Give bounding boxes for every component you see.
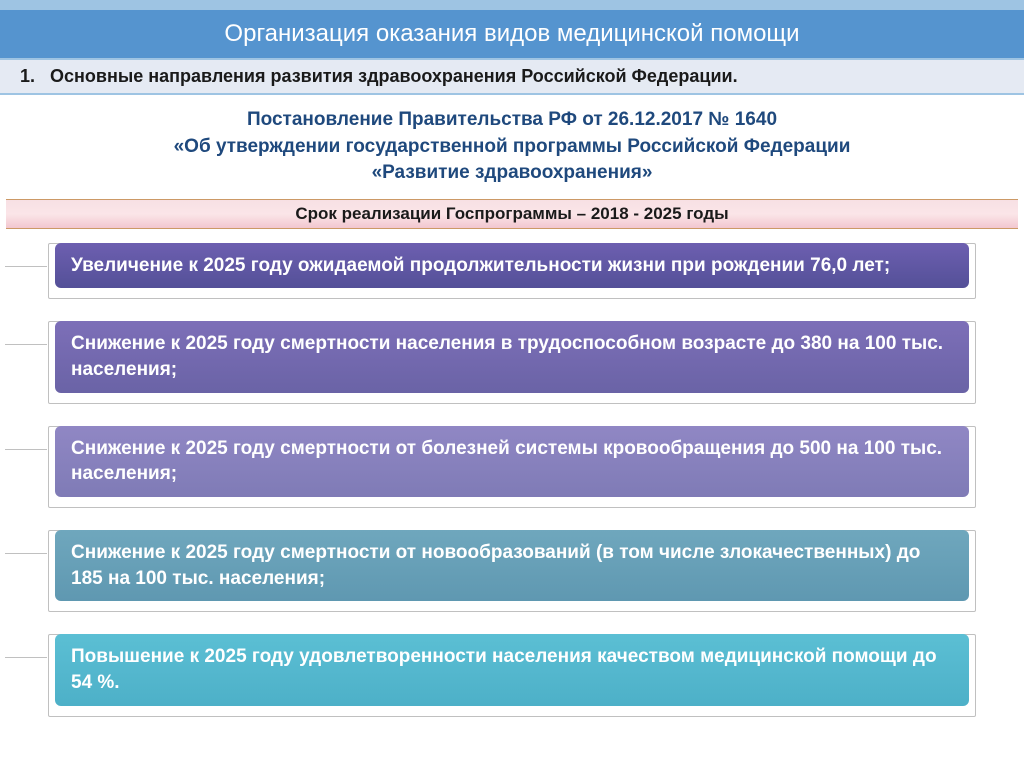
- decree-line-2: «Об утверждении государственной программ…: [40, 134, 984, 161]
- goal-text: Снижение к 2025 году смертности населени…: [55, 321, 969, 392]
- goal-text: Повышение к 2025 году удовлетворенности …: [55, 634, 969, 705]
- goal-item: Снижение к 2025 году смертности от новоо…: [48, 530, 976, 612]
- section-number: 1.: [20, 66, 35, 86]
- decree-block: Постановление Правительства РФ от 26.12.…: [0, 95, 1024, 195]
- goal-item: Повышение к 2025 году удовлетворенности …: [48, 634, 976, 716]
- implementation-period: Срок реализации Госпрограммы – 2018 - 20…: [6, 199, 1018, 229]
- goal-item: Снижение к 2025 году смертности населени…: [48, 321, 976, 403]
- page-title: Организация оказания видов медицинской п…: [0, 10, 1024, 58]
- section-heading-text: Основные направления развития здравоохра…: [50, 66, 738, 86]
- goal-item: Увеличение к 2025 году ожидаемой продолж…: [48, 243, 976, 300]
- decree-line-1: Постановление Правительства РФ от 26.12.…: [40, 107, 984, 134]
- goals-list: Увеличение к 2025 году ожидаемой продолж…: [0, 243, 1024, 717]
- goal-text: Снижение к 2025 году смертности от новоо…: [55, 530, 969, 601]
- goal-item: Снижение к 2025 году смертности от болез…: [48, 426, 976, 508]
- goal-text: Увеличение к 2025 году ожидаемой продолж…: [55, 243, 969, 289]
- section-heading: 1. Основные направления развития здравоо…: [0, 58, 1024, 95]
- goal-text: Снижение к 2025 году смертности от болез…: [55, 426, 969, 497]
- decree-line-3: «Развитие здравоохранения»: [40, 160, 984, 187]
- top-border-strip: [0, 0, 1024, 10]
